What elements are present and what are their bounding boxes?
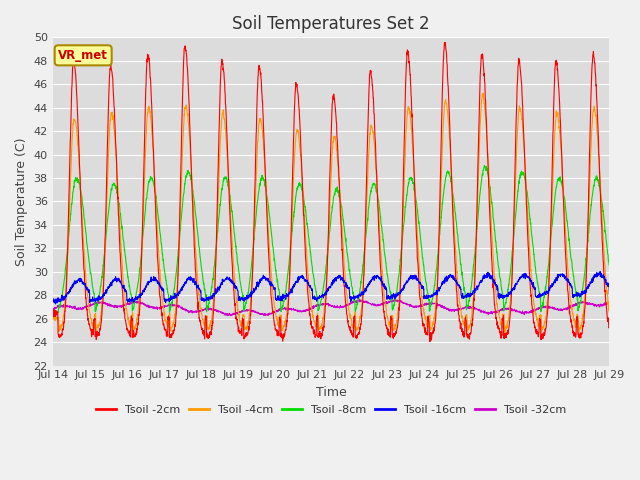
Tsoil -32cm	[221, 312, 229, 318]
Title: Soil Temperatures Set 2: Soil Temperatures Set 2	[232, 15, 430, 33]
Tsoil -8cm	[49, 312, 56, 318]
Tsoil -8cm	[347, 277, 355, 283]
Tsoil -2cm	[493, 322, 501, 327]
Tsoil -2cm	[49, 307, 56, 313]
Tsoil -8cm	[204, 305, 212, 311]
Tsoil -32cm	[391, 297, 399, 302]
Tsoil -4cm	[572, 324, 580, 330]
Tsoil -8cm	[557, 177, 564, 183]
Tsoil -8cm	[359, 263, 367, 268]
Tsoil -32cm	[605, 299, 613, 305]
Line: Tsoil -2cm: Tsoil -2cm	[52, 43, 609, 342]
Line: Tsoil -4cm: Tsoil -4cm	[52, 93, 609, 333]
Tsoil -32cm	[348, 300, 355, 306]
Text: VR_met: VR_met	[58, 49, 108, 62]
Tsoil -4cm	[204, 325, 212, 331]
Tsoil -16cm	[204, 298, 212, 303]
Tsoil -16cm	[572, 293, 580, 299]
Tsoil -4cm	[359, 284, 367, 289]
Tsoil -2cm	[359, 290, 367, 296]
Tsoil -2cm	[426, 339, 434, 345]
Tsoil -2cm	[442, 40, 449, 46]
Tsoil -16cm	[493, 285, 500, 291]
Tsoil -8cm	[605, 262, 613, 268]
Tsoil -4cm	[605, 310, 613, 315]
Tsoil -32cm	[557, 307, 564, 313]
Tsoil -32cm	[493, 309, 501, 315]
Tsoil -4cm	[347, 316, 355, 322]
Tsoil -32cm	[360, 298, 367, 304]
Tsoil -8cm	[493, 249, 500, 255]
Tsoil -32cm	[204, 306, 212, 312]
Tsoil -32cm	[49, 306, 56, 312]
Tsoil -2cm	[572, 332, 580, 337]
Tsoil -32cm	[572, 301, 580, 307]
X-axis label: Time: Time	[316, 386, 346, 399]
Tsoil -8cm	[572, 289, 580, 295]
Tsoil -8cm	[481, 163, 488, 168]
Legend: Tsoil -2cm, Tsoil -4cm, Tsoil -8cm, Tsoil -16cm, Tsoil -32cm: Tsoil -2cm, Tsoil -4cm, Tsoil -8cm, Tsoi…	[92, 400, 570, 419]
Y-axis label: Soil Temperature (C): Soil Temperature (C)	[15, 137, 28, 266]
Tsoil -4cm	[493, 301, 500, 307]
Tsoil -2cm	[347, 329, 355, 335]
Tsoil -2cm	[605, 324, 613, 330]
Tsoil -16cm	[348, 295, 355, 300]
Line: Tsoil -16cm: Tsoil -16cm	[52, 272, 609, 304]
Tsoil -16cm	[605, 291, 613, 297]
Tsoil -4cm	[557, 143, 564, 148]
Tsoil -16cm	[557, 274, 564, 279]
Tsoil -2cm	[204, 335, 212, 340]
Tsoil -4cm	[501, 330, 509, 336]
Tsoil -16cm	[52, 301, 60, 307]
Tsoil -4cm	[479, 90, 487, 96]
Tsoil -2cm	[557, 126, 564, 132]
Tsoil -4cm	[49, 316, 56, 322]
Tsoil -16cm	[360, 289, 367, 295]
Tsoil -16cm	[49, 300, 56, 305]
Line: Tsoil -8cm: Tsoil -8cm	[52, 166, 609, 315]
Line: Tsoil -32cm: Tsoil -32cm	[52, 300, 609, 315]
Tsoil -16cm	[596, 269, 604, 275]
